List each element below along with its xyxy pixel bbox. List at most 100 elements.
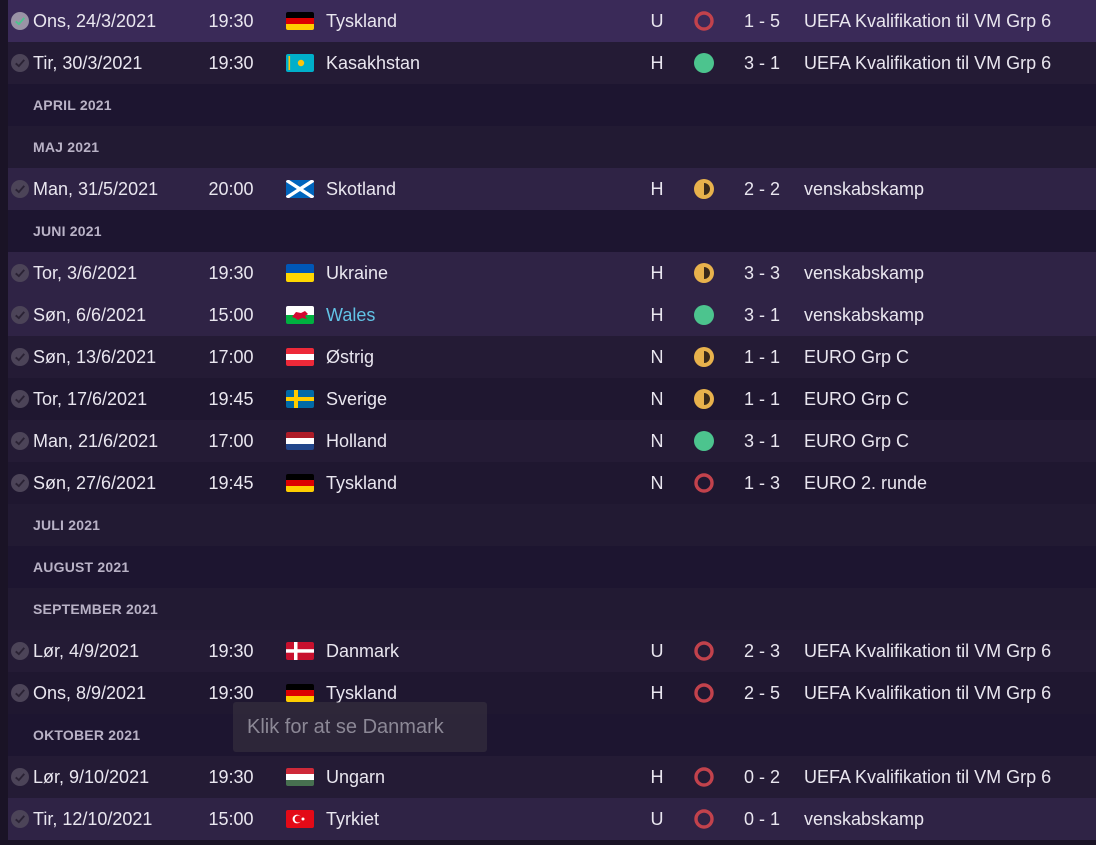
competition-link[interactable]: EURO Grp C [804,346,910,367]
competition-link[interactable]: EURO Grp C [804,388,910,409]
match-time: 19:45 [208,388,254,409]
venue: N [650,472,664,493]
opponent-link[interactable]: Tyskland [326,10,398,31]
score[interactable]: 2 - 3 [743,640,781,661]
opponent-link[interactable]: Tyskland [326,682,398,703]
win-result-icon [693,304,715,326]
fixture-row[interactable]: Man, 21/6/2021 17:00 Holland N 3 - 1 EURO Grp… [8,420,1096,462]
match-time: 15:00 [208,304,254,325]
opponent-link[interactable]: Sverige [326,388,388,409]
match-time: 19:45 [208,472,254,493]
score[interactable]: 1 - 1 [743,388,781,409]
opponent-link[interactable]: Holland [326,430,388,451]
competition-link[interactable]: UEFA Kvalifikation til VM Grp 6 [804,682,1052,703]
score[interactable]: 3 - 1 [743,304,781,325]
opponent-link[interactable]: Kasakhstan [326,52,421,73]
check-icon[interactable] [11,684,29,702]
month-header: JUNI 2021 [8,210,1096,252]
check-icon[interactable] [11,12,29,30]
fixture-row[interactable]: Tor, 3/6/2021 19:30 Ukraine H 3 - 3 venskabsk… [8,252,1096,294]
hungary-flag-icon [286,768,314,786]
score[interactable]: 1 - 1 [743,346,781,367]
germany-flag-icon [286,474,314,492]
competition-link[interactable]: UEFA Kvalifikation til VM Grp 6 [804,10,1052,31]
germany-flag-icon [286,684,314,702]
loss-result-icon [693,472,715,494]
win-result-icon [693,430,715,452]
fixture-row[interactable]: Søn, 13/6/2021 17:00 Østrig N 1 - 1 EURO Grp … [8,336,1096,378]
opponent-link[interactable]: Ukraine [326,262,389,283]
competition-link[interactable]: venskabskamp [804,304,925,325]
venue: N [650,430,664,451]
kazakhstan-flag-icon [286,54,314,72]
month-header: OKTOBER 2021 [8,714,1096,756]
score[interactable]: 3 - 1 [743,52,781,73]
loss-result-icon [693,766,715,788]
fixture-row[interactable]: Tor, 17/6/2021 19:45 Sverige N 1 - 1 EURO Grp… [8,378,1096,420]
win-result-icon [693,52,715,74]
competition-link[interactable]: UEFA Kvalifikation til VM Grp 6 [804,766,1052,787]
match-date: Man, 21/6/2021 [33,430,159,451]
venue: H [650,682,664,703]
check-icon[interactable] [11,768,29,786]
draw-result-icon [693,388,715,410]
opponent-link[interactable]: Tyrkiet [326,808,380,829]
score[interactable]: 1 - 3 [743,472,781,493]
venue: H [650,304,664,325]
austria-flag-icon [286,348,314,366]
check-icon[interactable] [11,348,29,366]
ukraine-flag-icon [286,264,314,282]
match-date: Søn, 13/6/2021 [33,346,157,367]
fixtures-list: Ons, 24/3/2021 19:30 Tyskland U 1 - 5 UEFA Kv… [8,0,1096,840]
month-header: MAJ 2021 [8,126,1096,168]
opponent-link[interactable]: Østrig [326,346,375,367]
scotland-flag-icon [286,180,314,198]
fixture-row[interactable]: Ons, 8/9/2021 19:30 Tyskland H 2 - 5 UEFA Kva… [8,672,1096,714]
score[interactable]: 2 - 5 [743,682,781,703]
match-date: Lør, 9/10/2021 [33,766,150,787]
check-icon[interactable] [11,264,29,282]
competition-link[interactable]: UEFA Kvalifikation til VM Grp 6 [804,640,1052,661]
check-icon[interactable] [11,306,29,324]
match-time: 17:00 [208,346,254,367]
competition-link[interactable]: UEFA Kvalifikation til VM Grp 6 [804,52,1052,73]
match-time: 19:30 [208,52,254,73]
opponent-link[interactable]: Danmark [326,640,400,661]
score[interactable]: 3 - 3 [743,262,781,283]
fixture-row[interactable]: Ons, 24/3/2021 19:30 Tyskland U 1 - 5 UEFA Kv… [8,0,1096,42]
month-header: JULI 2021 [8,504,1096,546]
score[interactable]: 0 - 1 [743,808,781,829]
check-icon[interactable] [11,642,29,660]
fixture-row[interactable]: Lør, 4/9/2021 19:30 Danmark U 2 - 3 UEFA Kval… [8,630,1096,672]
competition-link[interactable]: venskabskamp [804,178,925,199]
check-icon[interactable] [11,390,29,408]
match-time: 19:30 [208,682,254,703]
competition-link[interactable]: venskabskamp [804,808,925,829]
match-date: Søn, 6/6/2021 [33,304,147,325]
fixture-row[interactable]: Søn, 6/6/2021 15:00 Wales H 3 - 1 venskabskam… [8,294,1096,336]
score[interactable]: 1 - 5 [743,10,781,31]
check-icon[interactable] [11,810,29,828]
opponent-link[interactable]: Skotland [326,178,397,199]
opponent-link[interactable]: Wales [326,304,376,325]
score[interactable]: 0 - 2 [743,766,781,787]
fixture-row[interactable]: Man, 31/5/2021 20:00 Skotland H 2 - 2 venskab… [8,168,1096,210]
fixture-row[interactable]: Lør, 9/10/2021 19:30 Ungarn H 0 - 2 UEFA Kval… [8,756,1096,798]
competition-link[interactable]: EURO Grp C [804,430,910,451]
competition-link[interactable]: venskabskamp [804,262,925,283]
opponent-link[interactable]: Ungarn [326,766,386,787]
fixture-row[interactable]: Tir, 12/10/2021 15:00 Tyrkiet U 0 - 1 venskab… [8,798,1096,840]
competition-link[interactable]: EURO 2. runde [804,472,928,493]
match-time: 19:30 [208,262,254,283]
check-icon[interactable] [11,474,29,492]
draw-result-icon [693,346,715,368]
fixture-row[interactable]: Søn, 27/6/2021 19:45 Tyskland N 1 - 3 EURO 2.… [8,462,1096,504]
loss-result-icon [693,808,715,830]
check-icon[interactable] [11,180,29,198]
check-icon[interactable] [11,432,29,450]
fixture-row[interactable]: Tir, 30/3/2021 19:30 Kasakhstan H 3 - 1 UEFA … [8,42,1096,84]
opponent-link[interactable]: Tyskland [326,472,398,493]
score[interactable]: 3 - 1 [743,430,781,451]
check-icon[interactable] [11,54,29,72]
score[interactable]: 2 - 2 [743,178,781,199]
